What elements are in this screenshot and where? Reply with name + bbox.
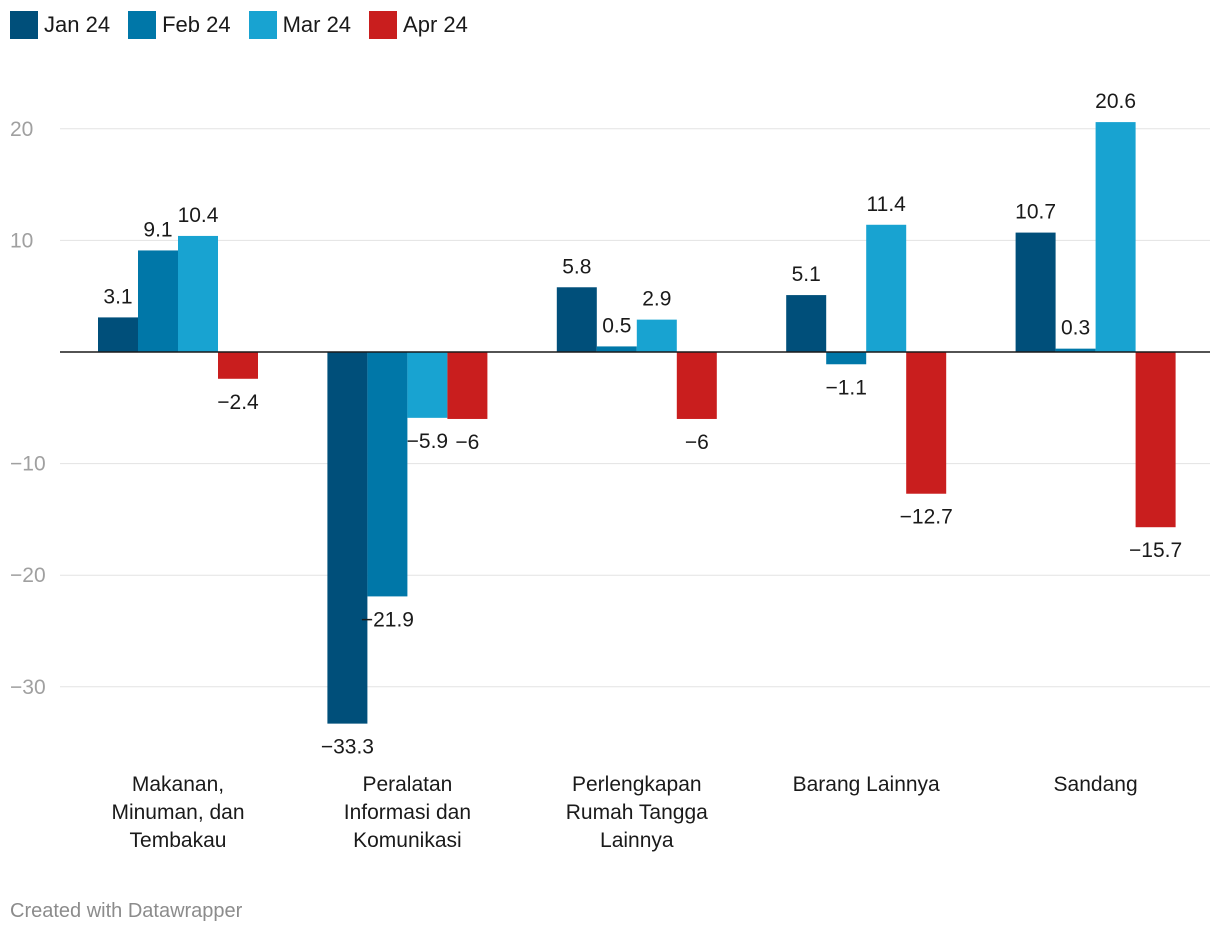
data-label: −21.9 [361, 608, 414, 631]
bar [138, 250, 178, 352]
x-category-label-line: Sandang [1054, 773, 1138, 796]
data-label: 5.8 [562, 255, 591, 278]
data-label: −6 [455, 431, 479, 454]
legend-swatch-jan-24 [10, 11, 38, 39]
bar [636, 319, 677, 352]
bar [676, 352, 717, 419]
x-category-label-line: Minuman, dan [111, 801, 244, 824]
data-label: 10.7 [1015, 201, 1056, 224]
bar [556, 287, 597, 352]
legend-label-feb-24: Feb 24 [162, 12, 231, 37]
y-tick-label: 20 [10, 118, 33, 141]
legend-item-apr-24[interactable]: Apr 24 [369, 11, 468, 39]
data-label: −5.9 [407, 430, 448, 453]
data-label: 10.4 [178, 204, 219, 227]
bar [407, 352, 448, 418]
x-category-label-line: Barang Lainnya [793, 773, 940, 796]
x-category-label-line: Tembakau [130, 829, 227, 852]
x-category-label: Perlengkapan Rumah Tangga Lainnya [566, 773, 708, 852]
legend-swatch-mar-24 [248, 11, 277, 39]
legend-item-jan-24[interactable]: Jan 24 [10, 11, 110, 39]
data-label: 0.3 [1061, 317, 1090, 340]
legend-swatch-apr-24 [369, 11, 398, 39]
data-label: −6 [685, 431, 709, 454]
data-label: −33.3 [321, 736, 374, 759]
x-category-label-line: Rumah Tangga [566, 801, 708, 824]
x-category-label-line: Makanan, [132, 773, 224, 796]
footer-credit: Created with Datawrapper [10, 900, 243, 922]
legend-swatch-feb-24 [128, 11, 157, 39]
bar [1135, 352, 1176, 528]
bar [447, 352, 488, 419]
data-label: −1.1 [825, 376, 866, 399]
data-label: 3.1 [103, 285, 132, 308]
data-label: 5.1 [792, 263, 821, 286]
data-label: 11.4 [867, 193, 907, 216]
y-tick-label: −10 [10, 453, 46, 476]
data-label: −2.4 [217, 391, 259, 414]
x-category-label: Makanan, Minuman, dan Tembakau [111, 773, 244, 852]
data-label: 9.1 [143, 218, 172, 241]
data-label: 0.5 [602, 314, 631, 337]
bar [1015, 232, 1056, 352]
bar [866, 224, 907, 352]
data-label: −12.7 [900, 506, 953, 529]
bar [826, 352, 867, 365]
x-category-label-line: Informasi dan [344, 801, 471, 824]
legend-item-feb-24[interactable]: Feb 24 [128, 11, 231, 39]
bar [1095, 122, 1136, 352]
bar [367, 352, 408, 597]
bar [98, 317, 138, 352]
y-tick-label: −30 [10, 676, 46, 699]
y-tick-label: 10 [10, 229, 33, 252]
legend-item-mar-24[interactable]: Mar 24 [248, 11, 352, 39]
bar [327, 352, 368, 724]
bar [906, 352, 947, 494]
x-category-label: Sandang [1054, 773, 1138, 796]
x-category-label-line: Perlengkapan [572, 773, 702, 796]
y-tick-label: −20 [10, 564, 46, 587]
data-label: 20.6 [1095, 90, 1136, 113]
bar [596, 346, 637, 352]
x-category-label: Barang Lainnya [793, 773, 940, 796]
bar [1055, 348, 1096, 352]
data-label: −15.7 [1129, 539, 1182, 562]
bar [786, 295, 827, 352]
legend: Jan 24 Feb 24 Mar 24 Apr 24 [10, 11, 468, 39]
bar [218, 352, 258, 379]
legend-label-apr-24: Apr 24 [403, 12, 468, 37]
legend-label-mar-24: Mar 24 [282, 12, 352, 37]
x-category-label-line: Peralatan [362, 773, 452, 796]
x-category-label: Peralatan Informasi dan Komunikasi [344, 773, 471, 852]
data-label: 2.9 [642, 288, 671, 311]
x-category-label-line: Lainnya [600, 829, 674, 852]
legend-label-jan-24: Jan 24 [44, 12, 111, 37]
x-category-label-line: Komunikasi [353, 829, 462, 852]
bar [178, 235, 218, 352]
